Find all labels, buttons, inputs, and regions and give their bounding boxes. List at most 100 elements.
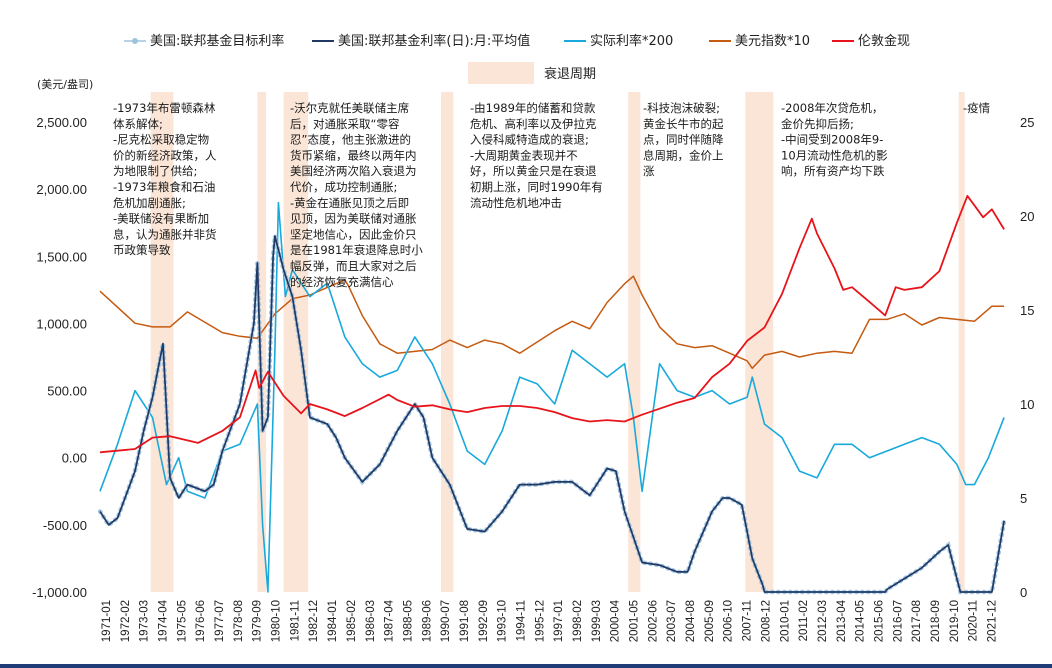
x-axis-tick: 2017-08 <box>911 600 923 642</box>
series-line <box>99 201 1005 593</box>
x-axis-tick: 2014-05 <box>855 600 867 642</box>
left-axis-tick: 0.00 <box>62 451 87 466</box>
x-axis-tick: 1981-11 <box>289 600 301 641</box>
annotation-line: 是在1981年衰退降息时小 <box>290 243 423 257</box>
recession-band <box>257 92 267 592</box>
right-axis-tick: 10 <box>1020 397 1034 412</box>
annotation-line: 见顶，因为美联储对通胀 <box>290 212 417 226</box>
x-axis-tick: 1975-05 <box>176 600 188 642</box>
annotation-line: 货币紧缩，最终以两年内 <box>290 148 417 162</box>
left-axis-tick: 1,000.00 <box>36 316 87 331</box>
annotation-line: -疫情 <box>963 101 991 115</box>
x-axis-tick: 1980-10 <box>271 600 283 642</box>
recession-band <box>958 92 965 592</box>
x-axis-tick: 2000-04 <box>610 599 622 642</box>
series-line <box>99 235 1005 593</box>
legend-swatch-recession <box>468 62 534 84</box>
recession-band <box>283 92 309 592</box>
x-axis-tick: 1971-01 <box>101 600 113 642</box>
annotation-line: 息周期，金价上 <box>643 148 724 162</box>
annotation-line: -中间受到2008年9- <box>781 133 883 147</box>
legend: 美国:联邦基金目标利率 美国:联邦基金利率(日):月:平均值 实际利率*200 美元指… <box>124 33 910 84</box>
right-axis-tick: 15 <box>1020 303 1034 318</box>
legend-swatch-dot <box>132 38 138 44</box>
x-axis-tick: 2003-07 <box>666 600 678 642</box>
x-axis-tick: 1999-03 <box>591 600 603 642</box>
x-axis-tick: 2013-04 <box>836 599 848 642</box>
x-axis-tick: 2018-09 <box>930 600 942 642</box>
x-axis-tick: 2020-11 <box>968 600 980 641</box>
annotation-line: -沃尔克就任美联储主席 <box>290 101 409 115</box>
annotation-line: 黄金长牛市的起 <box>643 117 724 131</box>
annotation-line: 点，同时伴随降 <box>643 133 724 147</box>
series-line <box>99 275 1005 370</box>
annotation-line: 忍”态度，他主张激进的 <box>290 133 411 147</box>
legend-label: 美国:联邦基金利率(日):月:平均值 <box>338 33 530 49</box>
x-axis-tick: 2002-06 <box>647 600 659 642</box>
x-axis-tick: 2011-02 <box>798 600 810 641</box>
x-axis-tick: 1992-09 <box>478 600 490 642</box>
x-axis-tick: 1978-08 <box>233 600 245 642</box>
annotation-line: 为地限制了供给; <box>113 164 197 178</box>
left-axis-tick: -500.00 <box>43 518 87 533</box>
annotation-line: 后，对通胀采取“零容 <box>290 117 400 131</box>
right-axis-tick: 0 <box>1020 585 1027 600</box>
annotation-line: 涨 <box>643 164 655 178</box>
left-axis-tick: 2,500.00 <box>36 115 87 130</box>
annotation-line: 息，认为通胀并非货 <box>113 227 217 241</box>
annotation-line: 体系解体; <box>113 117 163 131</box>
legend-label: 实际利率*200 <box>590 33 673 49</box>
left-axis-tick: -1,000.00 <box>32 585 87 600</box>
x-axis-tick: 2021-12 <box>987 600 999 642</box>
x-axis-tick: 1997-01 <box>553 600 565 642</box>
annotation-line: 响，所有资产均下跌 <box>781 164 885 178</box>
right-axis-tick: 25 <box>1020 115 1034 130</box>
x-axis-tick: 1979-09 <box>252 600 264 642</box>
annotation-line: 入侵科威特造成的衰退; <box>470 133 589 147</box>
annotation-line: 代价，成功控制通胀; <box>290 180 397 194</box>
annotation-line: 的经济恢复充满信心 <box>290 275 394 289</box>
annotation-line: 美国经济两次陷入衰退为 <box>290 164 417 178</box>
legend-label: 美元指数*10 <box>735 34 810 49</box>
x-axis-tick: 1990-07 <box>440 600 452 642</box>
annotation-line: -1973年粮食和石油 <box>113 180 215 194</box>
annotation-line: 币政策导致 <box>113 243 171 257</box>
annotation-line: 好，所以黄金只是在衰退 <box>470 164 597 178</box>
left-axis-tick: 1,500.00 <box>36 249 87 264</box>
x-axis-tick: 1995-12 <box>534 600 546 642</box>
left-axis-unit: (美元/盎司) <box>37 77 93 91</box>
x-axis-tick: 2010-01 <box>779 600 791 642</box>
annotation-line: 价的新经济政策，人 <box>113 148 217 162</box>
left-axis-ticks: 2,500.00 2,000.00 1,500.00 1,000.00 500.00 0.… <box>32 115 87 600</box>
annotation-line: -由1989年的储蓄和贷款 <box>470 101 596 115</box>
x-axis-tick: 1994-11 <box>515 600 527 641</box>
left-axis-tick: 500.00 <box>47 384 87 399</box>
x-axis-tick: 2007-11 <box>742 600 754 641</box>
annotation-line: -2008年次贷危机， <box>781 101 883 115</box>
x-axis-tick: 2006-10 <box>723 600 735 642</box>
x-axis-tick: 1976-06 <box>195 600 207 642</box>
annotation-line: 流动性危机地冲击 <box>470 196 562 210</box>
recession-band <box>745 92 774 592</box>
annotation-line: 危机、高利率以及伊拉克 <box>470 117 597 131</box>
legend-label: 衰退周期 <box>544 66 596 82</box>
x-axis-tick: 1988-05 <box>402 600 414 642</box>
x-axis-tick: 1989-06 <box>421 600 433 642</box>
right-axis-tick: 5 <box>1020 491 1027 506</box>
x-axis-tick: 2015-06 <box>873 600 885 642</box>
annotation-line: -美联储没有果断加 <box>113 212 209 226</box>
annotation-line: 危机加剧通胀; <box>113 196 186 210</box>
x-axis-ticks: 1971-01 1972-02 1973-03 1974-04 1975-05 1976-… <box>101 599 999 642</box>
legend-label: 美国:联邦基金目标利率 <box>150 33 284 49</box>
x-axis-tick: 1982-12 <box>308 600 320 642</box>
annotation-line: 金价先抑后扬; <box>781 117 854 131</box>
x-axis-tick: 2001-05 <box>629 600 641 642</box>
annotation-line: -1973年布雷顿森林 <box>113 101 216 115</box>
annotation-line: 10月流动性危机的影 <box>781 148 888 162</box>
annotation-line: 初期上涨，同时1990年有 <box>470 180 603 194</box>
x-axis-tick: 1993-10 <box>497 600 509 642</box>
annotation-line: -科技泡沫破裂; <box>643 101 720 115</box>
x-axis-tick: 1973-03 <box>139 600 151 642</box>
